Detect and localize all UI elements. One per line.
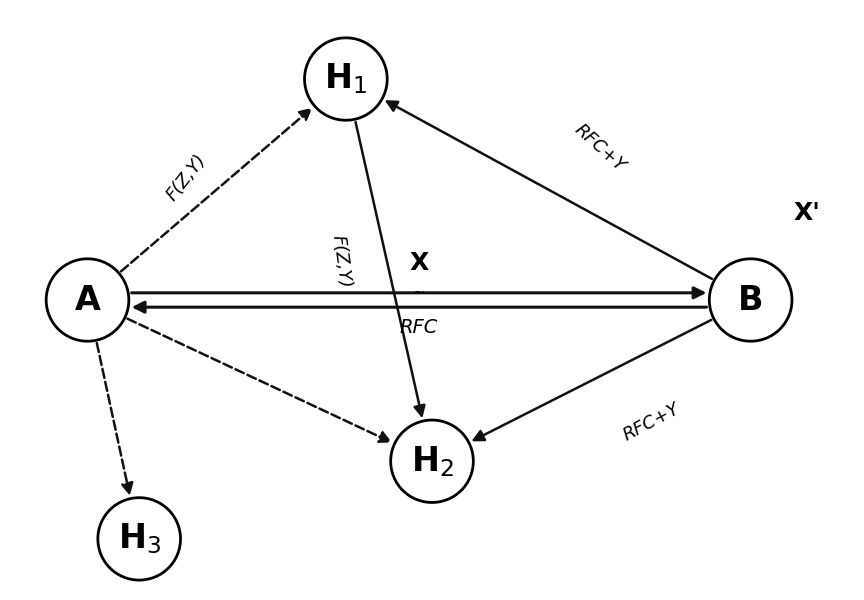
Text: B: B [738, 284, 764, 317]
Ellipse shape [709, 259, 792, 341]
Ellipse shape [304, 38, 387, 120]
Text: F(Z,Y): F(Z,Y) [329, 233, 354, 289]
Text: RFC+Y: RFC+Y [571, 121, 629, 175]
Text: X: X [410, 251, 429, 275]
Text: H$_2$: H$_2$ [410, 444, 454, 479]
Text: X': X' [793, 202, 820, 226]
Text: ~: ~ [413, 285, 425, 300]
Text: H$_3$: H$_3$ [118, 521, 161, 556]
Text: F(Z,Y): F(Z,Y) [163, 151, 210, 204]
Text: A: A [74, 284, 100, 317]
Text: H$_1$: H$_1$ [324, 62, 367, 97]
Ellipse shape [391, 420, 473, 502]
Text: RFC+Y: RFC+Y [620, 400, 683, 445]
Ellipse shape [46, 259, 129, 341]
Ellipse shape [98, 497, 181, 580]
Text: RFC: RFC [400, 318, 438, 337]
